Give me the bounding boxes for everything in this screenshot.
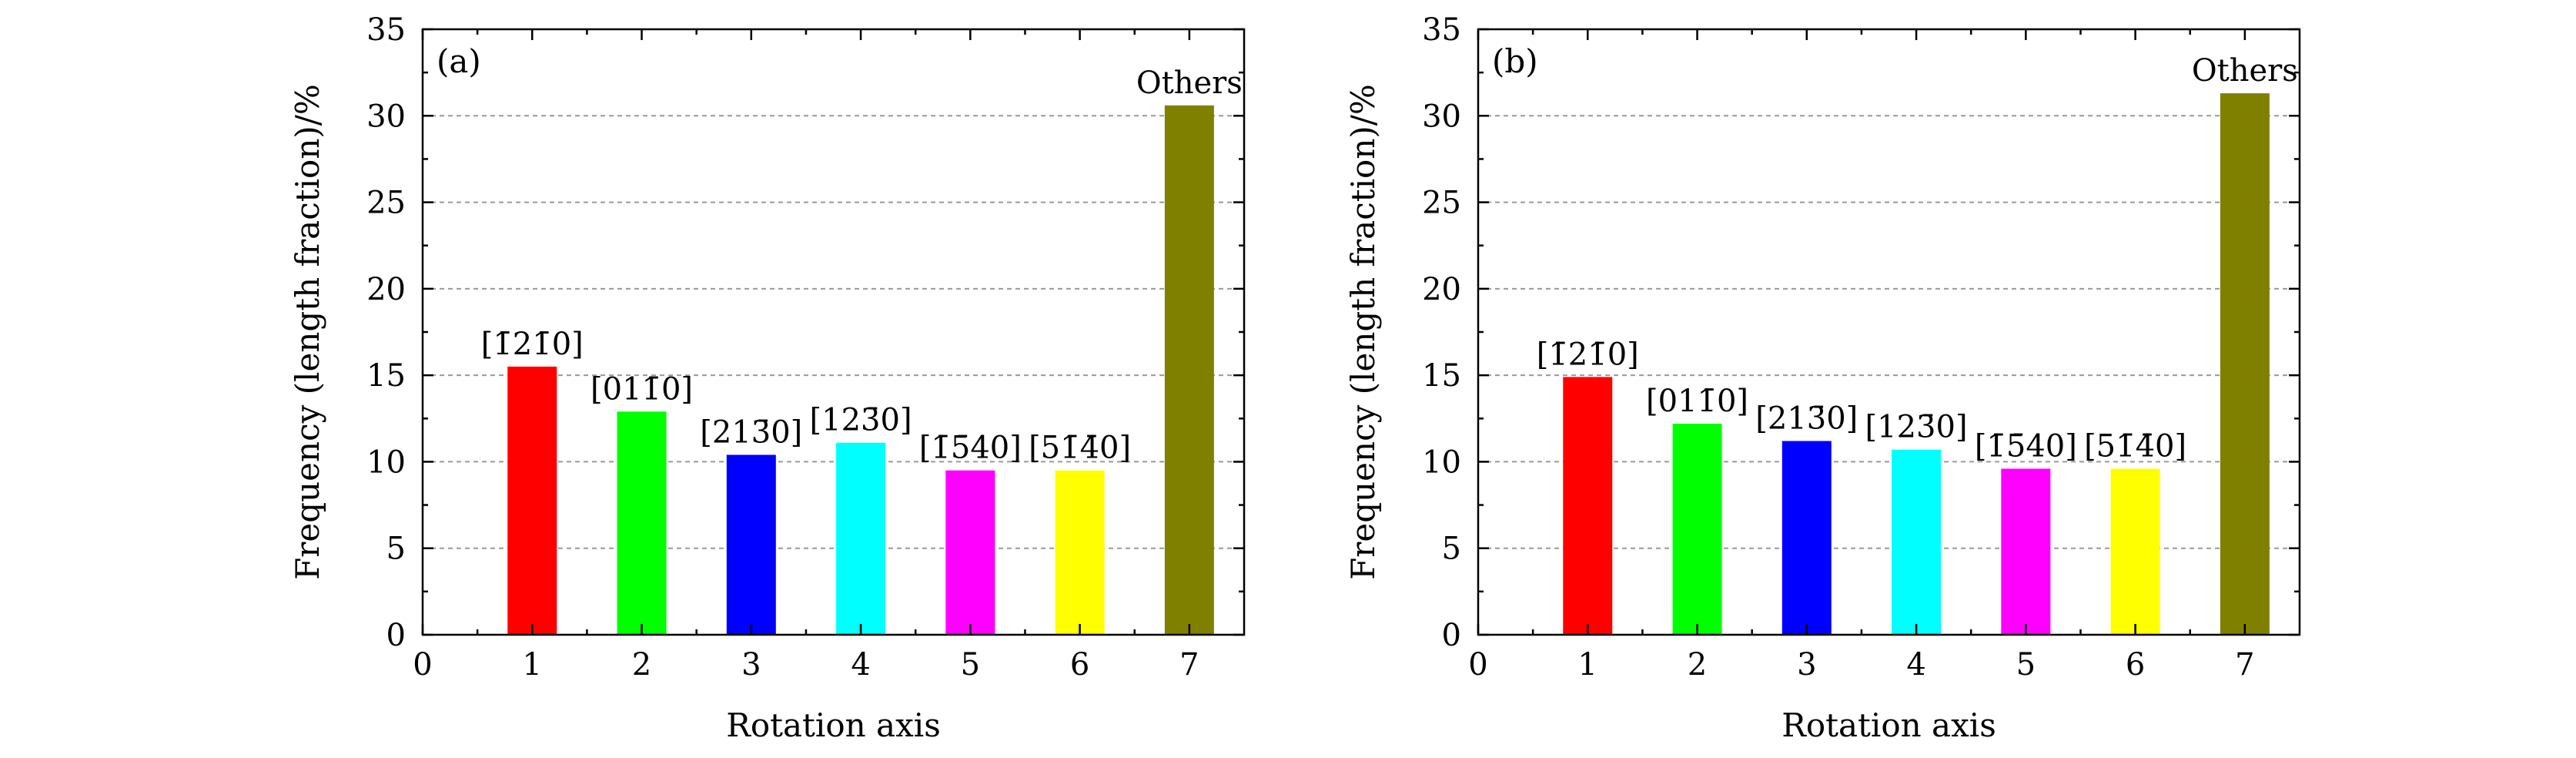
x-tick-label: 6 [2126, 647, 2145, 683]
y-tick-label: 15 [366, 358, 406, 394]
bar-label: Others [2192, 53, 2298, 89]
y-tick-label: 25 [1422, 186, 1461, 221]
y-tick-label: 20 [366, 272, 406, 307]
y-tick-label: 0 [1442, 618, 1461, 653]
bar-label: [213̄0] [700, 414, 802, 450]
panel-label: (b) [1492, 42, 1538, 80]
bar-label: [1̄21̄0] [1537, 337, 1639, 372]
bar [2220, 93, 2270, 635]
bar-label: Others [1136, 65, 1243, 101]
bar [1563, 377, 1613, 635]
bar [726, 454, 776, 635]
bar-label: [213̄0] [1755, 401, 1858, 436]
x-axis-title: Rotation axis [726, 706, 941, 744]
x-tick-label: 6 [1070, 647, 1089, 683]
y-tick-label: 10 [1422, 444, 1461, 480]
bar [1892, 449, 1942, 635]
bar [2001, 468, 2051, 635]
y-tick-label: 5 [386, 532, 406, 567]
y-axis-title: Frequency (length fraction)/% [1344, 84, 1382, 580]
y-tick-label: 25 [366, 186, 406, 221]
x-tick-label: 5 [961, 647, 980, 683]
x-tick-label: 5 [2016, 647, 2036, 683]
y-tick-label: 30 [366, 99, 406, 134]
bar-label: [51̄4̄0] [1029, 431, 1131, 466]
bar [1055, 470, 1105, 635]
bar-label: [123̄0] [810, 403, 912, 438]
x-tick-label: 7 [1179, 647, 1199, 683]
x-tick-label: 4 [1906, 647, 1925, 683]
bar-label: [123̄0] [1865, 410, 1968, 445]
bar-label: [011̄0] [590, 371, 693, 407]
chart-panel-a: [1̄21̄0][011̄0][213̄0] [123̄0][1̄5̄40] [51… [289, 12, 1246, 744]
bar [507, 366, 557, 635]
chart-panel-b: [1̄21̄0][011̄0] [213̄0] [123̄0][1̄5̄40] [51… [1344, 12, 2301, 744]
x-tick-label: 0 [413, 647, 432, 683]
bar-label: [1̄5̄40] [1975, 428, 2077, 464]
y-tick-label: 35 [1422, 12, 1461, 48]
bar [2110, 468, 2160, 635]
y-axis-title: Frequency (length fraction)/% [289, 84, 326, 580]
bar-label: [1̄5̄40] [919, 431, 1022, 466]
bar [836, 442, 886, 635]
bar [1781, 441, 1832, 635]
bar [617, 411, 667, 635]
y-tick-label: 15 [1422, 358, 1461, 394]
x-tick-label: 1 [1578, 647, 1597, 683]
x-tick-label: 2 [632, 647, 651, 683]
bar [1164, 105, 1214, 636]
bar [1672, 424, 1722, 635]
bar-label: [011̄0] [1646, 384, 1748, 419]
y-tick-label: 35 [366, 12, 406, 48]
x-tick-label: 7 [2235, 647, 2254, 683]
bar-label: [51̄4̄0] [2084, 428, 2186, 464]
x-tick-label: 4 [851, 647, 870, 683]
y-tick-label: 10 [366, 444, 406, 480]
x-tick-label: 2 [1688, 647, 1707, 683]
bar-label: [1̄21̄0] [481, 327, 584, 362]
y-tick-label: 20 [1422, 272, 1461, 307]
y-tick-label: 0 [386, 618, 406, 653]
panel-label: (a) [437, 42, 481, 80]
y-tick-label: 30 [1422, 99, 1461, 134]
bar [945, 470, 995, 635]
y-tick-label: 5 [1442, 532, 1461, 567]
x-tick-label: 1 [523, 647, 542, 683]
x-axis-title: Rotation axis [1781, 706, 1996, 744]
x-tick-label: 3 [741, 647, 761, 683]
x-tick-label: 3 [1797, 647, 1816, 683]
x-tick-label: 0 [1468, 647, 1487, 683]
